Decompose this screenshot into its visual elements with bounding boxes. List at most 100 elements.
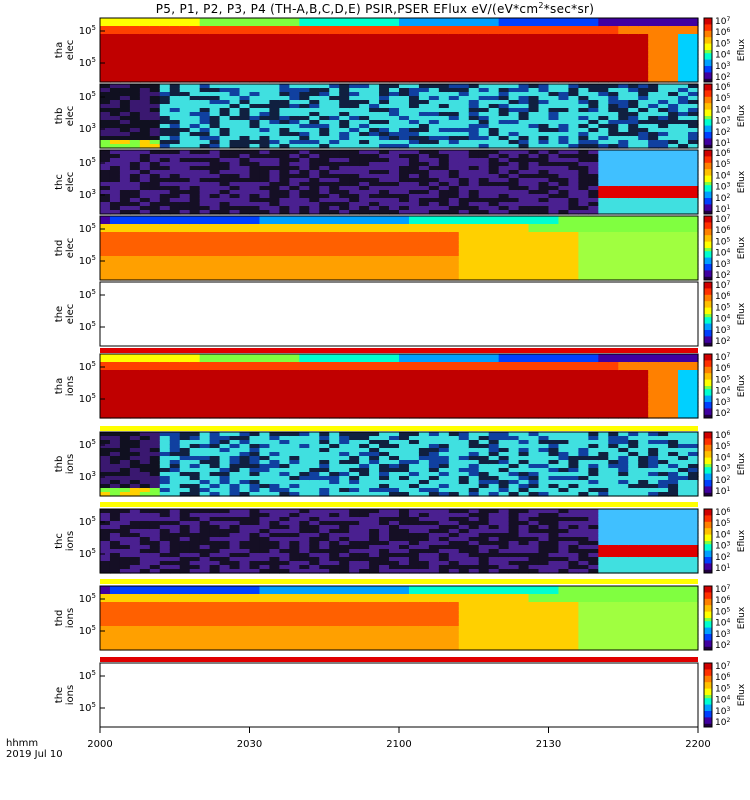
heat-cell [299,370,310,375]
heat-cell [408,96,420,101]
heat-cell [558,276,570,281]
heat-cell [249,170,261,175]
heat-cell [558,104,570,109]
heat-cell [149,34,161,39]
heat-cell [189,104,201,109]
heat-cell [129,240,141,245]
heat-cell [438,42,450,47]
heat-cell [498,358,510,363]
heat-cell [389,220,400,225]
heat-cell [418,136,430,141]
heat-cell [159,244,171,249]
heat-cell [628,170,639,175]
heat-cell [678,354,689,359]
heat-cell [149,198,161,203]
heat-cell [588,220,599,225]
heat-cell [568,100,579,105]
heat-cell [269,144,280,149]
heat-cell [119,108,131,113]
heat-cell [289,170,300,175]
heat-cell [488,354,500,359]
colorbar-cell [704,232,712,236]
heat-cell [259,276,271,281]
heat-cell [249,70,261,75]
heat-cell [149,74,161,79]
heat-cell [269,248,280,253]
heat-cell [678,190,689,195]
heat-cell [169,154,181,159]
heat-cell [389,268,400,273]
heat-cell [109,378,121,383]
heat-cell [339,232,350,237]
heat-cell [329,244,340,249]
heat-cell [239,182,251,187]
heat-cell [498,410,510,415]
heat-cell [219,220,231,225]
heat-cell [648,54,659,59]
heat-cell [129,108,141,113]
heat-cell [478,390,490,395]
heat-cell [199,170,211,175]
heat-cell [438,220,450,225]
heat-cell [618,210,629,215]
heat-cell [249,244,261,249]
heat-cell [339,410,350,415]
colorbar-cell [704,244,712,249]
heat-cell [369,276,380,281]
heat-cell [568,414,579,419]
heat-cell [628,140,639,145]
heat-cell [199,104,211,109]
heat-cell [329,120,340,125]
heat-cell [179,268,191,273]
heat-cell [508,268,520,273]
heat-cell [219,410,231,415]
heat-cell [558,182,570,187]
heat-cell [299,186,310,191]
heat-cell [399,78,410,83]
heat-cell [299,100,310,105]
heat-cell [149,260,161,265]
heat-cell [478,240,490,245]
heat-cell [159,46,171,51]
heat-cell [648,154,659,159]
heat-cell [219,26,231,31]
heat-cell [309,194,320,199]
heat-cell [658,70,669,75]
heat-cell [239,74,251,79]
heat-cell [149,354,161,359]
heat-cell [239,366,251,371]
heat-cell [139,272,151,277]
heat-cell [668,378,679,383]
heat-cell [408,236,420,241]
heat-cell [628,22,639,27]
heat-cell [528,228,540,233]
heat-cell [578,220,589,225]
colorbar-tick-label: 105 [715,93,730,104]
heat-cell [538,216,550,221]
heat-cell [329,66,340,71]
heat-cell [538,174,550,179]
heat-cell [418,88,430,93]
heat-cell [159,84,171,89]
heat-cell [159,140,171,145]
heat-cell [688,46,699,51]
heat-cell [588,166,599,171]
heat-cell [269,74,280,79]
heat-cell [379,366,390,371]
heat-cell [239,26,251,31]
heat-cell [179,128,191,133]
heat-cell [488,202,500,207]
heat-cell [468,84,480,89]
heat-cell [119,132,131,137]
colorbar-tick-label: 105 [715,159,730,170]
heat-cell [309,382,320,387]
heat-cell [259,256,271,261]
heat-cell [339,210,350,215]
heat-cell [349,26,360,31]
heat-cell [638,174,649,179]
heat-cell [538,18,550,23]
heat-cell [588,216,599,221]
colorbar-cell [704,320,712,325]
colorbar-cell [704,59,712,64]
heat-cell [349,406,360,411]
